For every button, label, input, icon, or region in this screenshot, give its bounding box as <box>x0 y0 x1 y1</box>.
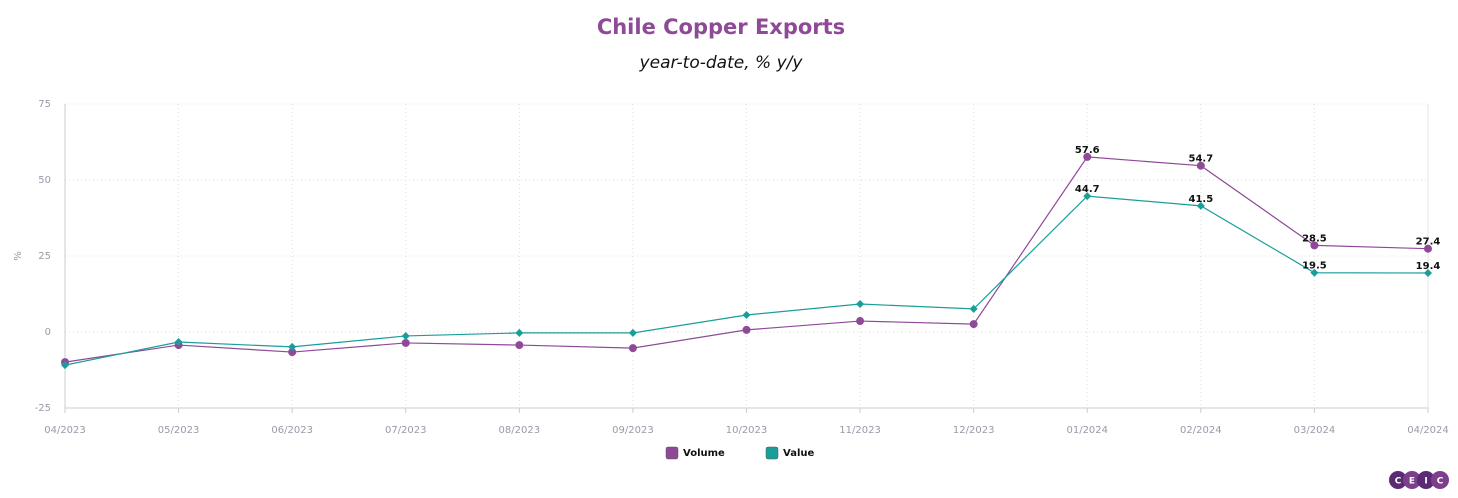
logo-letter: E <box>1409 477 1415 487</box>
x-tick-label: 09/2023 <box>612 425 654 436</box>
logo-dot <box>1389 471 1407 489</box>
y-tick-label: 75 <box>38 99 51 110</box>
point <box>1424 244 1432 253</box>
point <box>628 328 637 337</box>
point <box>288 348 297 357</box>
point <box>61 361 69 370</box>
point <box>515 341 524 350</box>
point <box>628 344 637 353</box>
point <box>174 338 183 347</box>
x-tick-label: 10/2023 <box>726 425 768 436</box>
point <box>1424 269 1432 278</box>
y-axis-label: % <box>13 251 24 261</box>
point <box>1196 201 1205 210</box>
legend-label: Value <box>783 448 814 459</box>
point <box>856 317 865 326</box>
logo-letter: C <box>1395 477 1402 487</box>
value-label: 57.6 <box>1075 145 1100 156</box>
point <box>515 328 524 337</box>
x-tick-label: 11/2023 <box>839 425 881 436</box>
logo-dot <box>1403 471 1421 489</box>
logo-letter: C <box>1437 477 1444 487</box>
logo-letter: I <box>1424 477 1427 487</box>
point <box>1310 268 1319 277</box>
point <box>1083 192 1092 201</box>
x-tick-label: 01/2024 <box>1066 425 1108 436</box>
point <box>1310 241 1319 250</box>
x-tick-label: 12/2023 <box>953 425 995 436</box>
legend-swatch <box>765 446 779 460</box>
point <box>742 325 751 334</box>
point <box>401 338 410 347</box>
legend-label: Volume <box>683 448 725 459</box>
chart-title: Chile Copper Exports <box>597 15 845 39</box>
x-tick-label: 04/2024 <box>1407 425 1449 436</box>
point <box>401 331 410 340</box>
x-tick-label: 07/2023 <box>385 425 427 436</box>
logo-dot <box>1417 471 1435 489</box>
x-tick-label: 06/2023 <box>271 425 313 436</box>
value-label: 19.4 <box>1416 261 1441 272</box>
y-tick-label: 0 <box>45 327 51 338</box>
point <box>969 304 978 313</box>
logo-dot <box>1431 471 1449 489</box>
value-label: 44.7 <box>1075 184 1100 195</box>
value-label: 28.5 <box>1302 233 1327 244</box>
point <box>1083 152 1092 161</box>
point <box>288 342 297 351</box>
x-tick-label: 04/2023 <box>44 425 86 436</box>
value-label: 54.7 <box>1188 154 1213 165</box>
point <box>1196 161 1205 170</box>
x-tick-label: 08/2023 <box>499 425 541 436</box>
y-tick-label: 25 <box>38 251 51 262</box>
value-label: 27.4 <box>1416 237 1441 248</box>
point <box>969 320 978 329</box>
point <box>856 300 865 309</box>
point <box>742 310 751 319</box>
x-tick-label: 05/2023 <box>158 425 200 436</box>
chart-subtitle: year-to-date, % y/y <box>639 53 804 73</box>
y-tick-label: 50 <box>38 175 51 186</box>
legend-swatch <box>665 446 679 460</box>
value-label: 19.5 <box>1302 261 1327 272</box>
value-label: 41.5 <box>1188 194 1213 205</box>
x-tick-label: 02/2024 <box>1180 425 1222 436</box>
x-tick-label: 03/2024 <box>1294 425 1336 436</box>
y-tick-label: -25 <box>35 403 51 414</box>
